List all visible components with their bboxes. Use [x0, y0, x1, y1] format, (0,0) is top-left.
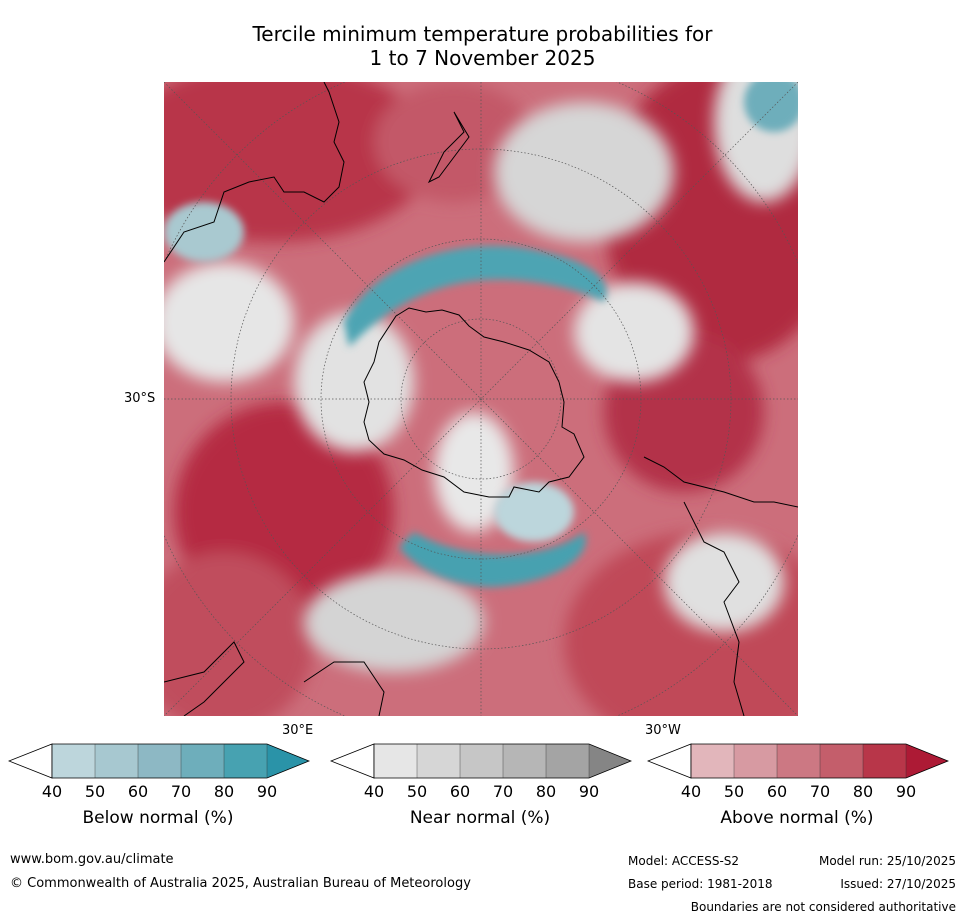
- tick-label: 50: [723, 782, 745, 801]
- colorbar-bin: [374, 744, 417, 778]
- longitude-label-30e: 30°E: [282, 723, 314, 738]
- below-normal-regions: [164, 82, 798, 587]
- map-title-line-2: 1 to 7 November 2025: [369, 46, 596, 70]
- probability-map: [164, 82, 798, 716]
- tick-label: 40: [680, 782, 702, 801]
- colorbar-below-ticks: 40 50 60 70 80 90: [8, 782, 308, 802]
- colorbar-near-normal: 40 50 60 70 80 90 Near normal (%): [330, 742, 632, 828]
- colorbar-above-normal: 40 50 60 70 80 90 Above normal (%): [647, 742, 949, 828]
- boundaries-disclaimer: Boundaries are not considered authoritat…: [690, 900, 956, 914]
- tick-label: 70: [492, 782, 514, 801]
- colorbar-outline: [690, 743, 949, 779]
- colorbar-above-title: Above normal (%): [720, 808, 874, 828]
- antarctica-coastline: [363, 307, 585, 498]
- tick-label: 40: [41, 782, 63, 801]
- africa-coastline: [164, 641, 385, 716]
- colorbar-below-title: Below normal (%): [82, 808, 234, 828]
- colorbar-bin: [417, 744, 460, 778]
- colorbar-near-ticks: 40 50 60 70 80 90: [330, 782, 630, 802]
- colorbar-outline: [373, 743, 632, 779]
- colorbar-extend-low: [330, 743, 375, 779]
- tick-label: 90: [895, 782, 917, 801]
- graticule: [164, 82, 798, 716]
- colorbar-bin: [820, 744, 863, 778]
- colorbar-near-swatches: [330, 743, 632, 779]
- colorbar-bin: [460, 744, 503, 778]
- colorbar-extend-high: [906, 744, 948, 778]
- tick-label: 80: [213, 782, 235, 801]
- colorbar-extend-low: [8, 743, 53, 779]
- new-zealand-coastline: [427, 111, 470, 184]
- tick-label: 60: [449, 782, 471, 801]
- colorbar-bin: [95, 744, 138, 778]
- colorbar-bin: [224, 744, 267, 778]
- colorbar-above-ticks: 40 50 60 70 80 90: [647, 782, 947, 802]
- colorbar-extend-low: [647, 743, 692, 779]
- website-link[interactable]: www.bom.gov.au/climate: [10, 852, 174, 867]
- colorbar-bin: [503, 744, 546, 778]
- colorbar-extend-high: [267, 744, 309, 778]
- base-period: Base period: 1981-2018: [628, 877, 773, 891]
- near-normal-regions: [164, 82, 798, 672]
- map-title-line-1: Tercile minimum temperature probabilitie…: [252, 22, 713, 46]
- colorbar-bin: [691, 744, 734, 778]
- colorbar-below-normal: 40 50 60 70 80 90 Below normal (%): [8, 742, 310, 828]
- tick-label: 70: [170, 782, 192, 801]
- tick-label: 90: [578, 782, 600, 801]
- colorbar-bin: [734, 744, 777, 778]
- colorbar-bin: [777, 744, 820, 778]
- tick-label: 80: [852, 782, 874, 801]
- copyright-text: © Commonwealth of Australia 2025, Austra…: [10, 876, 471, 891]
- south-america-coastline: [643, 456, 798, 716]
- colorbar-bin: [546, 744, 589, 778]
- tick-label: 60: [766, 782, 788, 801]
- colorbar-bin: [863, 744, 906, 778]
- tick-label: 90: [256, 782, 278, 801]
- latitude-label-30s: 30°S: [124, 391, 156, 406]
- tick-label: 60: [127, 782, 149, 801]
- colorbar-above-swatches: [647, 743, 949, 779]
- tick-label: 40: [363, 782, 385, 801]
- colorbar-bin: [181, 744, 224, 778]
- longitude-label-30w: 30°W: [645, 723, 681, 738]
- tick-label: 50: [84, 782, 106, 801]
- colorbar-outline: [51, 743, 310, 779]
- tick-label: 50: [406, 782, 428, 801]
- colorbar-near-title: Near normal (%): [409, 808, 551, 828]
- tick-label: 70: [809, 782, 831, 801]
- colorbar-bin: [52, 744, 95, 778]
- colorbar-extend-high: [589, 744, 631, 778]
- tick-label: 80: [535, 782, 557, 801]
- colorbar-bin: [138, 744, 181, 778]
- model-name: Model: ACCESS-S2: [628, 854, 740, 868]
- australia-coastline: [164, 82, 345, 263]
- colorbar-below-swatches: [8, 743, 310, 779]
- issued-date: Issued: 27/10/2025: [840, 877, 956, 891]
- model-run-date: Model run: 25/10/2025: [818, 854, 956, 868]
